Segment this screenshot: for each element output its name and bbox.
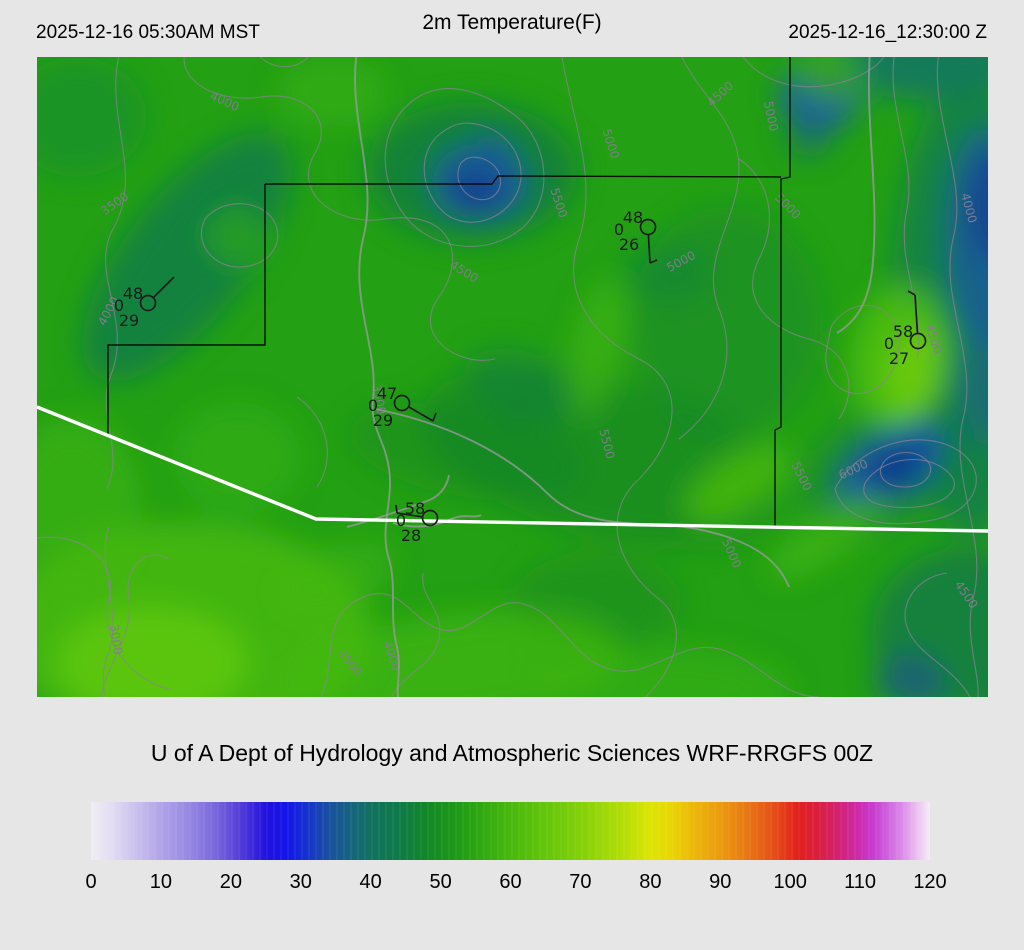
wind-barb-staff xyxy=(647,234,651,264)
colorbar-tick-label: 60 xyxy=(499,871,522,893)
plot-title: 2m Temperature(F) xyxy=(422,11,602,34)
colorbar-tick-label: 90 xyxy=(709,871,732,893)
colorbar-tick-label: 70 xyxy=(569,871,592,893)
contour-elevation-label: 5000 xyxy=(761,100,781,133)
border-line xyxy=(37,405,988,533)
station-circle xyxy=(393,394,411,412)
station-circle xyxy=(639,218,657,236)
station-temperature: 58 xyxy=(893,322,913,341)
wind-barb-staff xyxy=(914,294,919,334)
colorbar-tick-label: 10 xyxy=(149,871,173,893)
wind-barb-tick xyxy=(907,290,916,296)
wind-barb-tick xyxy=(432,412,437,422)
station-dewpoint: 29 xyxy=(119,311,139,330)
valid-time-utc: 2025-12-16_12:30:00 Z xyxy=(788,22,987,43)
colorbar-tick-label: 20 xyxy=(219,871,242,893)
wind-barb-staff xyxy=(396,512,423,518)
valid-time-local: 2025-12-16 05:30AM MST xyxy=(36,22,260,43)
station-circle xyxy=(909,332,927,350)
credit-line: U of A Dept of Hydrology and Atmospheric… xyxy=(150,740,874,766)
colorbar-tick-label: 100 xyxy=(773,871,807,893)
map-panel: 3500 4000 4000 5000 5500 4500 4500 5000 5000 4000… xyxy=(37,57,988,697)
station-temperature: 47 xyxy=(377,384,397,403)
colorbar-tick-label: 0 xyxy=(85,871,97,893)
station-temperature: 48 xyxy=(123,284,143,303)
colorbar-step-bands xyxy=(91,802,930,860)
colorbar-tick-label: 30 xyxy=(289,871,312,893)
station-weather: 0 xyxy=(396,511,406,530)
wind-barb-staff xyxy=(408,406,434,422)
colorbar-tick-label: 50 xyxy=(429,871,452,893)
colorbar-tick-labels: 0 10 20 30 40 50 60 70 80 90 100 110 120 xyxy=(85,871,946,897)
station-circle xyxy=(421,509,439,527)
wind-barb-staff xyxy=(152,276,175,299)
temperature-field-blobs xyxy=(37,57,988,697)
station-weather: 0 xyxy=(614,220,624,239)
station-temperature: 48 xyxy=(623,208,643,227)
colorbar-gradient xyxy=(91,802,930,860)
wind-barb-tick xyxy=(395,504,398,514)
county-boundaries xyxy=(107,57,791,528)
station-weather: 0 xyxy=(884,334,894,353)
colorbar-tick-label: 120 xyxy=(913,871,947,893)
colorbar-tick-label: 80 xyxy=(639,871,662,893)
station-dewpoint: 28 xyxy=(401,526,421,545)
colorbar-tick-label: 110 xyxy=(844,871,877,893)
station-temperature: 58 xyxy=(405,499,425,518)
station-weather: 0 xyxy=(114,296,124,315)
contour-elevation-label: 3000 xyxy=(107,623,125,655)
station-circle xyxy=(139,294,157,312)
station-dewpoint: 27 xyxy=(889,349,909,368)
colorbar-tick-label: 40 xyxy=(359,871,382,893)
colorbar xyxy=(91,802,930,860)
wind-barb-tick xyxy=(649,259,658,264)
station-dewpoint: 29 xyxy=(373,411,393,430)
station-dewpoint: 26 xyxy=(619,235,639,254)
station-weather: 0 xyxy=(368,396,378,415)
